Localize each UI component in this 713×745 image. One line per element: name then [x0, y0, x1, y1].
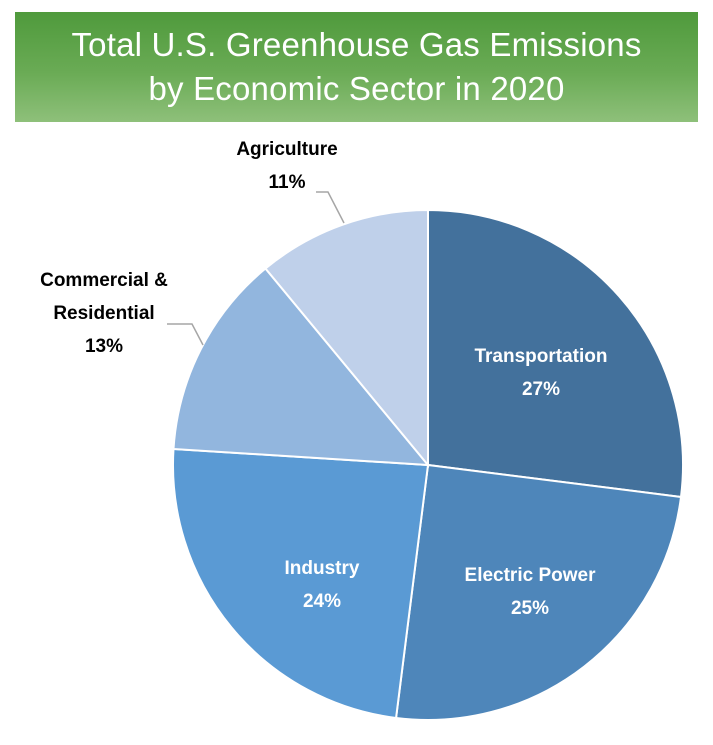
data-label-commercial-residential-name: Residential — [53, 303, 154, 324]
data-label-transportation-name: Transportation — [474, 346, 607, 367]
leader-lines — [167, 191, 345, 346]
pie-slice-agriculture — [264, 208, 429, 468]
data-label-transportation-percent: 27% — [522, 379, 560, 400]
chart-title-line-2: by Economic Sector in 2020 — [148, 70, 565, 107]
pie-slice-transportation — [427, 208, 684, 499]
pie-slice-electric-power — [394, 463, 683, 721]
data-label-electric-power-percent: 25% — [511, 598, 549, 619]
leader-line-commercial-residential — [167, 323, 204, 346]
data-label-commercial-residential-percent: 13% — [85, 336, 123, 357]
pie-slice-commercial-residential — [172, 267, 431, 467]
slice-labels: Transportation 27% Electric Power 25% Indust… — [40, 139, 607, 619]
chart-title-line-1: Total U.S. Greenhouse Gas Emissions — [71, 26, 642, 63]
chart-title-banner: Total U.S. Greenhouse Gas Emissions by E… — [15, 12, 698, 122]
data-label-agriculture-percent: 11% — [269, 172, 306, 193]
leader-line-agriculture — [316, 191, 345, 224]
data-label-agriculture-name: Agriculture — [236, 139, 337, 160]
data-label-commercial-residential-name: Commercial & — [40, 270, 168, 291]
pie-slice-industry — [172, 447, 430, 720]
data-label-electric-power-name: Electric Power — [465, 565, 597, 586]
data-label-industry-percent: 24% — [303, 591, 341, 612]
data-label-industry-name: Industry — [285, 558, 360, 579]
pie-slices — [172, 208, 684, 721]
